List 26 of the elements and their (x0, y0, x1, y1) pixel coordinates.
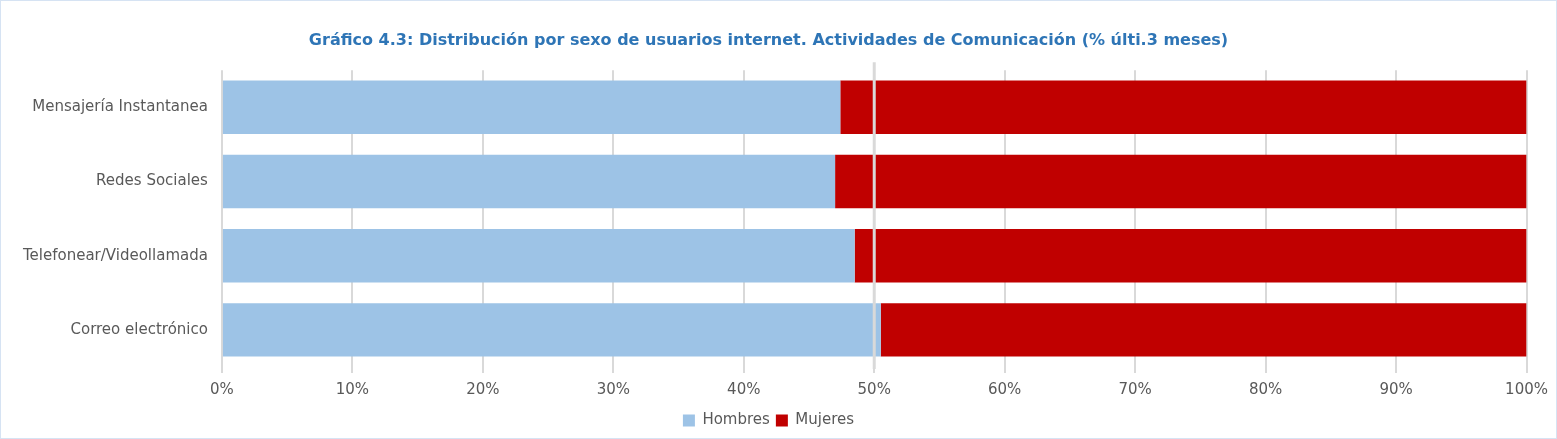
x-tick-label: 10% (335, 379, 370, 398)
bar (880, 303, 1527, 357)
x-tick-label: 30% (596, 379, 630, 398)
bar (222, 154, 836, 209)
y-tick-label: Telefonear/Videollamada (21, 245, 208, 264)
x-tick-label: 70% (1118, 379, 1152, 398)
legend-label: Mujeres (795, 410, 855, 429)
bar (222, 228, 855, 283)
x-tick-label: 50% (857, 379, 891, 398)
bar (840, 80, 1527, 135)
y-tick-label: Redes Sociales (96, 171, 209, 190)
bar (222, 80, 841, 135)
x-tick-label: 90% (1379, 379, 1413, 398)
bar (835, 154, 1527, 209)
y-tick-label: Correo electrónico (70, 319, 208, 338)
x-tick-label: 40% (727, 379, 761, 398)
x-tick-label: 20% (466, 379, 500, 398)
bar (222, 303, 881, 357)
x-tick-label: 100% (1505, 379, 1548, 398)
legend-label: Hombres (702, 410, 771, 429)
y-tick-label: Mensajería Instantanea (32, 97, 208, 116)
x-tick-label: 80% (1248, 379, 1283, 398)
x-tick-label: 60% (988, 379, 1022, 398)
chart-title: Gráfico 4.3: Distribución por sexo de usuarios internet. Actividades de Comunicación (% últi.3 meses) (308, 29, 1229, 49)
bar (854, 228, 1527, 283)
x-tick-label: 0% (210, 379, 234, 398)
